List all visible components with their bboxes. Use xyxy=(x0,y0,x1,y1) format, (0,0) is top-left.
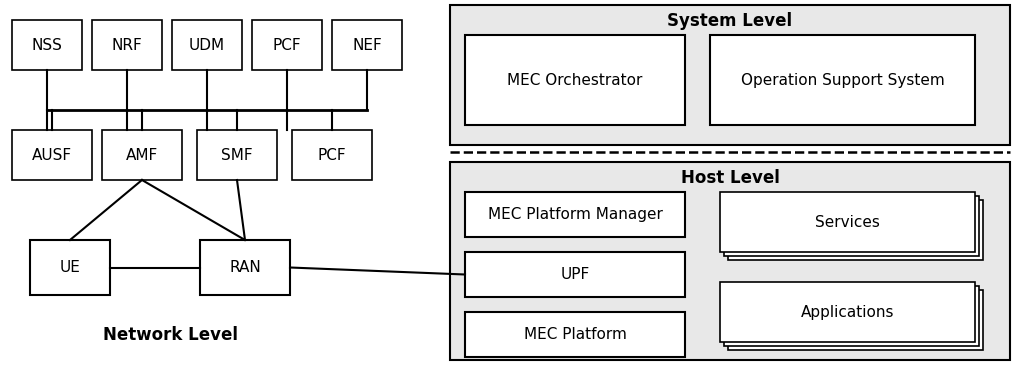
FancyBboxPatch shape xyxy=(197,130,278,180)
FancyBboxPatch shape xyxy=(30,240,110,295)
Text: MEC Platform Manager: MEC Platform Manager xyxy=(487,207,663,222)
FancyBboxPatch shape xyxy=(720,192,975,252)
Text: AUSF: AUSF xyxy=(32,148,72,162)
Text: UE: UE xyxy=(59,260,81,275)
Text: UDM: UDM xyxy=(189,37,225,53)
FancyBboxPatch shape xyxy=(252,20,322,70)
Text: Host Level: Host Level xyxy=(681,169,779,187)
FancyBboxPatch shape xyxy=(200,240,290,295)
FancyBboxPatch shape xyxy=(724,196,979,256)
Text: MEC Platform: MEC Platform xyxy=(523,327,627,342)
Text: NSS: NSS xyxy=(32,37,62,53)
Text: PCF: PCF xyxy=(272,37,301,53)
Text: SMF: SMF xyxy=(221,148,253,162)
FancyBboxPatch shape xyxy=(12,20,82,70)
Text: RAN: RAN xyxy=(229,260,261,275)
FancyBboxPatch shape xyxy=(720,282,975,342)
FancyBboxPatch shape xyxy=(332,20,402,70)
FancyBboxPatch shape xyxy=(450,5,1010,145)
Text: Services: Services xyxy=(815,215,880,229)
FancyBboxPatch shape xyxy=(172,20,242,70)
FancyBboxPatch shape xyxy=(465,252,685,297)
FancyBboxPatch shape xyxy=(465,192,685,237)
Text: UPF: UPF xyxy=(560,267,590,282)
FancyBboxPatch shape xyxy=(465,35,685,125)
FancyBboxPatch shape xyxy=(710,35,975,125)
FancyBboxPatch shape xyxy=(102,130,182,180)
FancyBboxPatch shape xyxy=(292,130,372,180)
Text: NRF: NRF xyxy=(112,37,142,53)
Text: Operation Support System: Operation Support System xyxy=(740,73,944,87)
FancyBboxPatch shape xyxy=(724,286,979,346)
FancyBboxPatch shape xyxy=(728,290,983,350)
FancyBboxPatch shape xyxy=(728,200,983,260)
Text: AMF: AMF xyxy=(126,148,158,162)
FancyBboxPatch shape xyxy=(92,20,162,70)
Text: NEF: NEF xyxy=(352,37,382,53)
Text: Applications: Applications xyxy=(801,305,894,320)
Text: System Level: System Level xyxy=(668,12,793,30)
Text: Network Level: Network Level xyxy=(102,326,238,344)
FancyBboxPatch shape xyxy=(450,162,1010,360)
Text: PCF: PCF xyxy=(317,148,346,162)
FancyBboxPatch shape xyxy=(465,312,685,357)
FancyBboxPatch shape xyxy=(12,130,92,180)
Text: MEC Orchestrator: MEC Orchestrator xyxy=(507,73,643,87)
